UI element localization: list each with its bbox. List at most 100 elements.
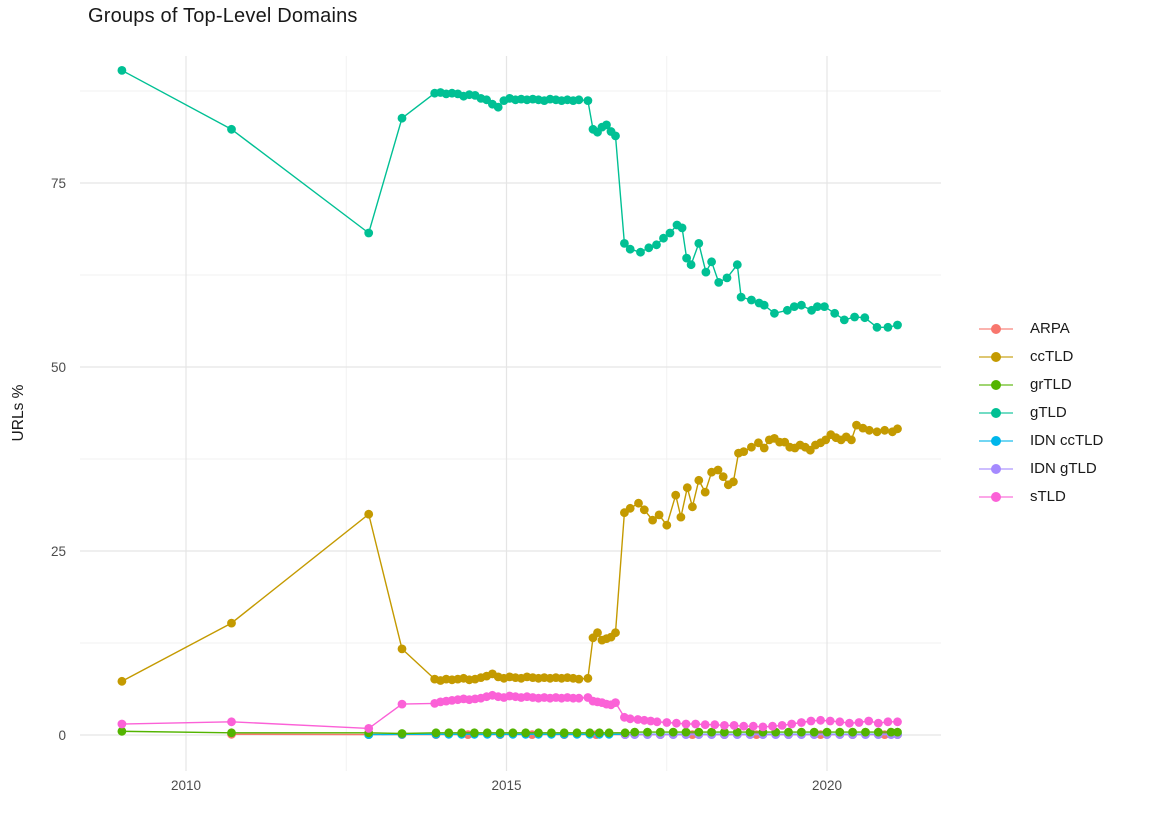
data-point-grTLD xyxy=(848,727,857,737)
data-point-sTLD xyxy=(816,715,825,725)
data-point-ccTLD xyxy=(688,502,697,512)
data-point-grTLD xyxy=(668,727,678,737)
data-point-grTLD xyxy=(784,727,793,737)
data-point-ccTLD xyxy=(747,442,756,452)
data-point-sTLD xyxy=(845,718,854,728)
data-point-ccTLD xyxy=(676,512,686,522)
data-point-sTLD xyxy=(633,715,643,724)
data-point-ccTLD xyxy=(700,487,710,497)
data-point-gTLD xyxy=(732,260,742,270)
data-point-gTLD xyxy=(652,240,661,250)
data-point-grTLD xyxy=(694,727,704,737)
data-point-ccTLD xyxy=(759,443,769,453)
data-point-sTLD xyxy=(652,717,662,727)
data-point-sTLD xyxy=(227,717,236,727)
data-point-gTLD xyxy=(644,243,654,253)
data-point-ccTLD xyxy=(662,520,672,530)
data-point-grTLD xyxy=(681,727,691,737)
data-point-ccTLD xyxy=(694,475,704,485)
data-point-gTLD xyxy=(789,302,799,311)
data-point-sTLD xyxy=(691,719,700,729)
data-point-grTLD xyxy=(886,727,896,737)
legend-key-icon xyxy=(979,407,1013,418)
legend-item-IDN-gTLD: IDN gTLD xyxy=(979,459,1103,478)
data-point-gTLD xyxy=(227,124,236,134)
y-tick-label: 25 xyxy=(51,544,66,559)
data-point-grTLD xyxy=(457,728,466,738)
data-point-ccTLD xyxy=(611,628,620,638)
data-point-gTLD xyxy=(665,228,675,238)
data-point-sTLD xyxy=(883,717,893,727)
data-point-sTLD xyxy=(768,721,777,731)
data-point-grTLD xyxy=(534,728,543,738)
data-point-ccTLD xyxy=(227,618,236,628)
data-point-ccTLD xyxy=(634,498,643,508)
data-point-sTLD xyxy=(672,718,681,728)
data-point-gTLD xyxy=(397,113,407,123)
data-point-grTLD xyxy=(397,729,407,738)
legend-label: ccTLD xyxy=(1030,348,1074,365)
data-point-grTLD xyxy=(470,728,479,738)
data-point-ccTLD xyxy=(880,425,890,435)
data-point-grTLD xyxy=(643,727,652,737)
data-point-ccTLD xyxy=(682,483,692,493)
data-point-gTLD xyxy=(611,131,620,141)
data-point-grTLD xyxy=(572,728,582,738)
data-point-grTLD xyxy=(809,727,819,737)
data-point-ccTLD xyxy=(739,447,749,456)
data-point-ccTLD xyxy=(364,509,374,519)
data-point-gTLD xyxy=(860,313,870,323)
data-point-grTLD xyxy=(655,727,665,737)
y-tick-label: 75 xyxy=(51,176,66,191)
data-point-gTLD xyxy=(722,273,732,283)
page-title: Groups of Top-Level Domains xyxy=(88,5,358,27)
data-point-sTLD xyxy=(646,716,656,726)
legend-key-icon xyxy=(979,463,1013,474)
data-point-ccTLD xyxy=(593,628,602,638)
data-point-grTLD xyxy=(508,728,518,738)
data-point-gTLD xyxy=(714,278,724,287)
data-point-grTLD xyxy=(797,727,806,737)
legend-key-dot xyxy=(991,351,1001,362)
data-point-gTLD xyxy=(659,233,668,243)
data-point-gTLD xyxy=(850,312,859,322)
data-point-sTLD xyxy=(364,724,374,733)
data-point-gTLD xyxy=(797,300,806,310)
data-point-gTLD xyxy=(759,300,769,310)
legend-item-grTLD: grTLD xyxy=(979,375,1103,394)
data-point-sTLD xyxy=(720,721,729,730)
data-point-sTLD xyxy=(662,718,672,727)
data-point-ccTLD xyxy=(574,674,584,684)
data-point-sTLD xyxy=(758,722,768,732)
x-tick-label: 2010 xyxy=(171,778,201,793)
data-point-grTLD xyxy=(720,727,729,737)
data-point-ccTLD xyxy=(718,472,728,482)
data-point-gTLD xyxy=(893,320,902,330)
x-tick-label: 2015 xyxy=(491,778,521,793)
data-point-grTLD xyxy=(732,727,742,737)
data-point-sTLD xyxy=(893,717,902,727)
data-point-grTLD xyxy=(604,728,614,738)
data-point-ccTLD xyxy=(583,673,593,683)
data-point-sTLD xyxy=(710,720,720,730)
data-point-gTLD xyxy=(636,247,645,257)
data-point-ccTLD xyxy=(117,676,127,686)
data-point-ccTLD xyxy=(671,490,681,500)
data-point-gTLD xyxy=(364,228,374,238)
data-point-grTLD xyxy=(835,727,845,737)
data-point-grTLD xyxy=(893,727,902,737)
data-point-sTLD xyxy=(625,714,635,724)
data-point-grTLD xyxy=(861,727,870,737)
legend-label: gTLD xyxy=(1030,404,1067,421)
y-axis-title: URLs % xyxy=(10,384,27,442)
data-point-ccTLD xyxy=(654,510,664,520)
data-point-gTLD xyxy=(872,322,882,332)
data-point-grTLD xyxy=(620,728,630,738)
data-point-grTLD xyxy=(630,727,640,737)
x-tick-label: 2020 xyxy=(812,778,842,793)
data-point-gTLD xyxy=(694,239,704,248)
data-point-ccTLD xyxy=(864,425,874,435)
legend-key-dot xyxy=(991,323,1001,334)
